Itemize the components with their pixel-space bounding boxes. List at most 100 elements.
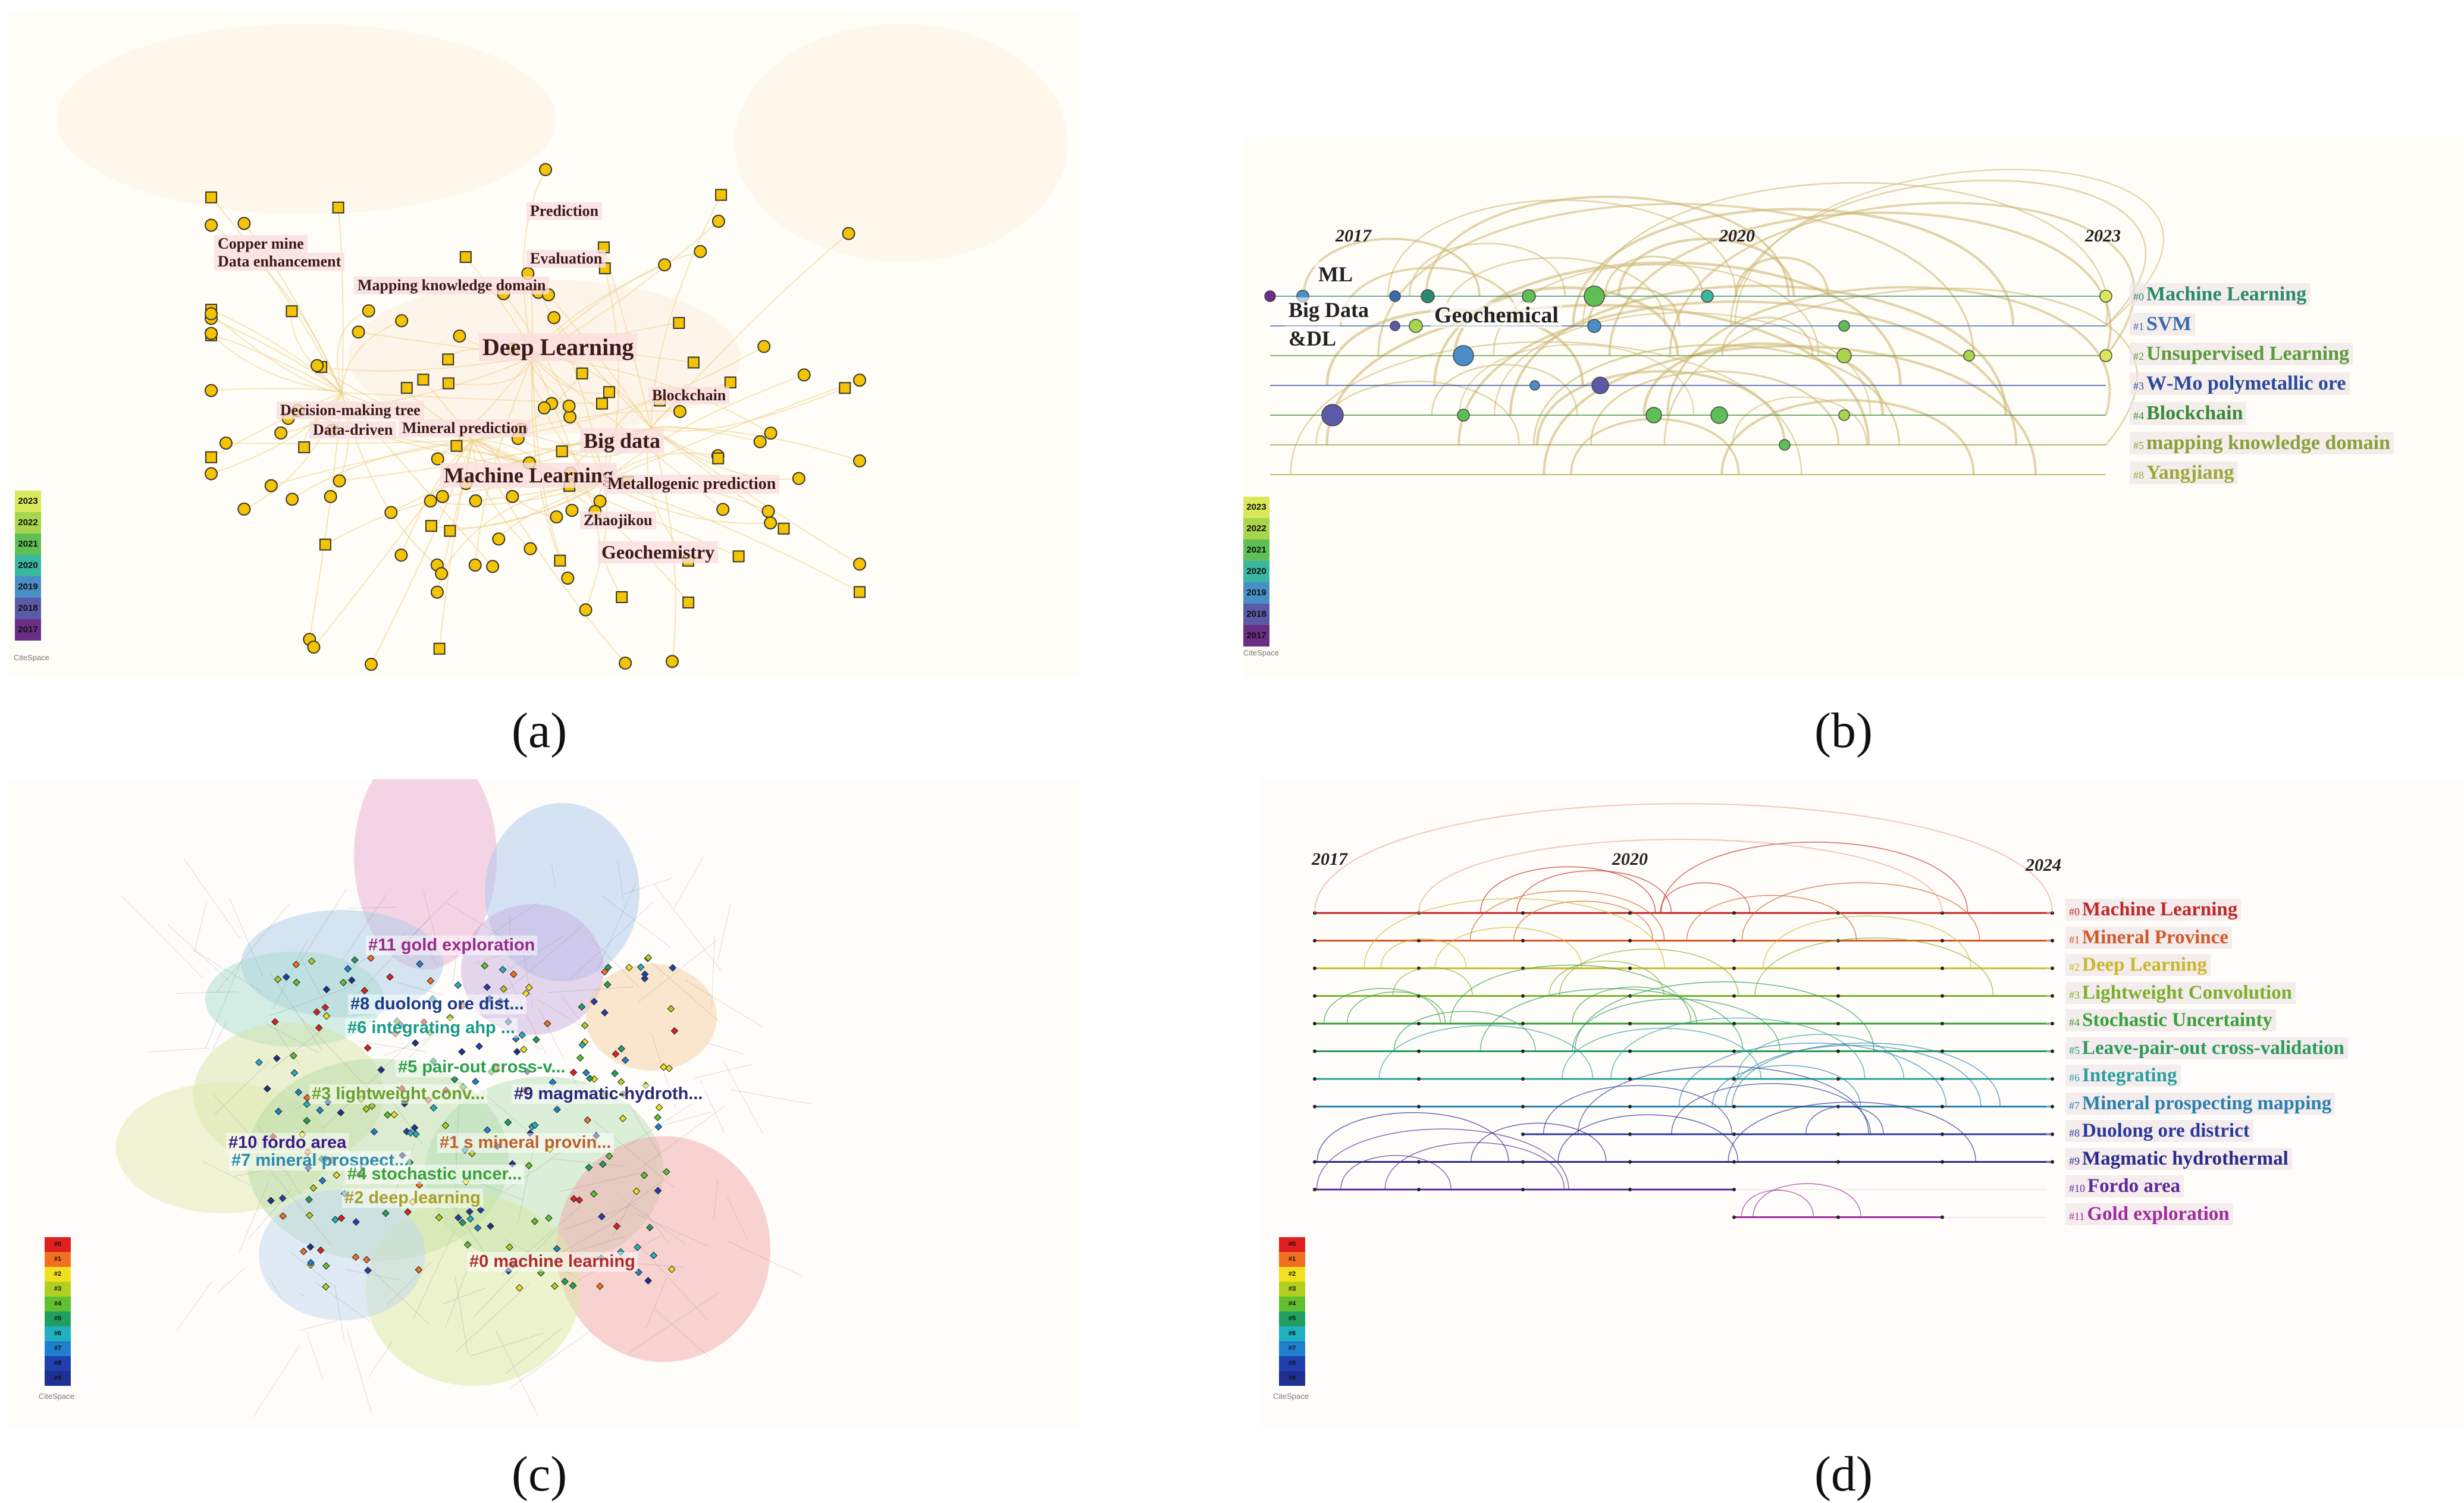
legend-year-2022: 2022 [15, 512, 41, 534]
citation-arc [1805, 1106, 1884, 1135]
co-citation-link [346, 1329, 372, 1413]
co-citation-link [167, 924, 230, 982]
reference-node [548, 1078, 557, 1087]
keyword-node [1313, 1049, 1316, 1053]
keyword-node [1732, 1160, 1736, 1164]
keyword-node [1628, 967, 1632, 970]
watermark-shape [735, 24, 1068, 262]
year-label: 2017 [1312, 849, 1347, 869]
keyword-node [352, 325, 365, 339]
citation-arc [1678, 1043, 1947, 1107]
legend-cluster-2: #2 [1279, 1267, 1305, 1282]
keyword-node [537, 401, 551, 415]
keyword-node [550, 510, 563, 524]
keyword-node [853, 557, 866, 571]
co-occurrence-link [651, 428, 799, 480]
citation-arc [1536, 370, 1786, 445]
cluster-id: #9 [2069, 1154, 2080, 1167]
keyword-node [1417, 1049, 1421, 1053]
legend-cluster-5: #5 [1279, 1311, 1305, 1326]
reference-node [416, 960, 424, 968]
co-citation-link [505, 1328, 562, 1375]
cluster-label: #0 Machine Learning [2065, 899, 2242, 921]
keyword-node [2099, 290, 2112, 303]
cluster-label: #9 Magmatic hydrothermal [2065, 1147, 2292, 1170]
keyword-node [1522, 289, 1536, 303]
keyword-node [1521, 939, 1525, 943]
panel-c-clusters: #11 gold exploration #8 duolong ore dist.… [9, 779, 1080, 1427]
keyword-node [1628, 1160, 1632, 1164]
keyword-label: Zhaojikou [580, 512, 656, 529]
keyword-node [797, 368, 811, 382]
co-citation-link [617, 861, 623, 898]
reference-node [364, 1266, 372, 1275]
co-occurrence-link [290, 311, 343, 393]
keyword-node [547, 311, 561, 325]
keyword-node [1313, 1160, 1316, 1164]
reference-node [322, 1012, 331, 1020]
keyword-node [562, 399, 576, 413]
citation-arc [1479, 866, 1656, 914]
keyword-label: Geochemistry [598, 541, 719, 563]
cluster-label: #4 Blockchain [2130, 402, 2247, 425]
reference-node [412, 1130, 420, 1138]
keyword-node [694, 244, 707, 258]
reference-node [655, 1103, 663, 1112]
reference-node [337, 1214, 346, 1222]
keyword-node [682, 596, 695, 608]
reference-node [410, 1124, 419, 1132]
co-citation-link [597, 881, 637, 969]
citation-arc [1732, 396, 1867, 445]
keyword-node [2051, 1104, 2054, 1109]
reference-node [586, 1074, 594, 1082]
cluster-label: #4 stochastic uncer... [345, 1165, 525, 1184]
reference-node [641, 970, 649, 978]
citation-arc [1732, 1042, 2001, 1107]
year-legend: 2023 2022 2021 2020 2019 2018 2017 [1243, 497, 1269, 647]
reference-node [576, 1054, 584, 1062]
keyword-node [711, 215, 725, 228]
keyword-node [1710, 406, 1728, 424]
keyword-node [205, 451, 217, 463]
keyword-node [1457, 409, 1470, 422]
reference-node [459, 1219, 466, 1226]
citation-arc [1669, 202, 2136, 357]
keyword-node [757, 340, 771, 353]
keyword-label: Metallogenic prediction [604, 475, 780, 494]
legend-year-2020: 2020 [1243, 561, 1269, 582]
legend-cluster-4: #4 [45, 1297, 71, 1311]
citation-arc [1346, 991, 1446, 1024]
keyword-node [839, 382, 851, 394]
cluster-name: Gold exploration [2087, 1203, 2230, 1225]
reference-node [430, 1104, 438, 1112]
co-citation-link [673, 856, 704, 909]
keyword-node [1732, 1077, 1736, 1081]
keyword-node [1409, 319, 1423, 333]
reference-node [660, 1063, 667, 1071]
co-occurrence-link [341, 320, 402, 393]
cluster-id: #3 [2133, 380, 2144, 392]
reference-node [619, 1115, 627, 1122]
keyword-node [1732, 1022, 1736, 1025]
keyword-node [1836, 1215, 1840, 1219]
co-citation-link [713, 1180, 718, 1219]
cluster-label: #4 Stochastic Uncertainty [2065, 1009, 2276, 1031]
keyword-node [1521, 994, 1525, 998]
reference-node [299, 1247, 308, 1256]
keyword-node [1521, 1188, 1525, 1191]
co-citation-link [386, 1262, 431, 1306]
keyword-node [425, 520, 437, 532]
co-citation-link [369, 1341, 392, 1378]
citation-arc [1610, 1017, 1866, 1080]
keyword-node [1836, 1022, 1840, 1025]
keyword-node [459, 251, 472, 263]
citation-arc [1572, 208, 2015, 327]
co-citation-link [470, 1332, 544, 1357]
reference-node [279, 1212, 287, 1220]
citation-arc [1734, 168, 2164, 327]
reference-node [637, 963, 645, 971]
reference-node [267, 1197, 275, 1205]
reference-node [518, 1031, 526, 1039]
co-occurrence-link [603, 374, 805, 482]
reference-node [255, 1058, 263, 1066]
